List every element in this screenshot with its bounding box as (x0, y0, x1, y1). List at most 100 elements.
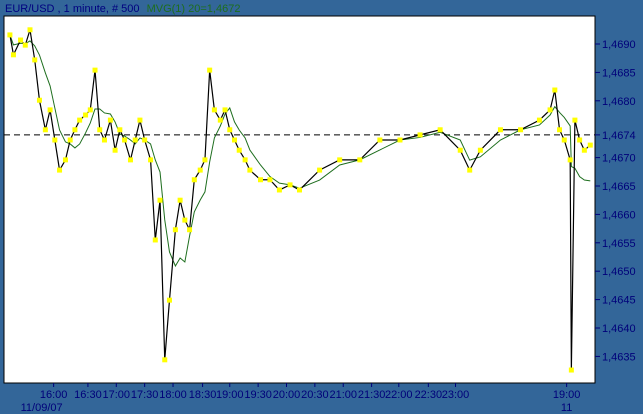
y-tick-label: 1,4645 (602, 295, 636, 307)
x-tick-label: 22:00 (385, 389, 413, 401)
price-marker (18, 37, 24, 43)
price-marker (27, 27, 33, 33)
price-marker (83, 112, 89, 118)
price-marker (437, 127, 443, 133)
price-marker (242, 157, 248, 163)
price-marker (477, 147, 483, 153)
x-tick-label: 19:00 (216, 389, 244, 401)
price-marker (222, 107, 228, 113)
price-marker (587, 142, 593, 148)
symbol-label: EUR/USD , 1 minute, # 500 (5, 3, 140, 15)
price-marker (276, 187, 282, 193)
price-marker (62, 157, 68, 163)
price-marker (137, 117, 143, 123)
price-marker (337, 157, 343, 163)
x-tick-label: 17:00 (103, 389, 131, 401)
x-tick-label: 16:30 (74, 389, 102, 401)
price-marker (561, 137, 567, 143)
price-marker (207, 67, 213, 73)
price-marker (297, 187, 302, 193)
price-marker (568, 367, 574, 373)
price-marker (166, 297, 172, 303)
x-tick-label: 16:00 (40, 389, 68, 401)
price-marker (231, 137, 237, 143)
y-tick-label: 1,4690 (602, 39, 636, 51)
price-marker (77, 117, 83, 123)
price-marker (122, 137, 128, 143)
price-marker (127, 157, 133, 163)
x-tick-label: 17:30 (131, 389, 159, 401)
moving-average-line (9, 34, 591, 268)
price-marker (397, 137, 403, 143)
price-marker (32, 57, 38, 63)
price-marker (377, 137, 383, 143)
price-marker (132, 137, 138, 143)
indicator-label: MVG(1) 20=1,4672 (146, 3, 241, 15)
price-marker (197, 167, 203, 173)
price-marker (72, 127, 78, 133)
price-marker (112, 147, 118, 153)
price-marker (227, 127, 233, 133)
price-marker (552, 87, 558, 93)
price-marker (67, 137, 73, 143)
price-marker (142, 137, 148, 143)
price-marker (187, 227, 193, 233)
y-tick-label: 1,4680 (602, 96, 636, 108)
price-marker (107, 117, 113, 123)
plot-area (3, 15, 596, 384)
price-marker (52, 137, 58, 143)
price-marker (357, 157, 363, 163)
price-marker (101, 137, 107, 143)
x-tick-label: 20:00 (273, 389, 301, 401)
y-tick-label: 1,4655 (602, 238, 636, 250)
x-tick-label: 18:30 (189, 389, 217, 401)
x-tick-label: 19:00 (553, 389, 581, 401)
y-tick-label: 1,4670 (602, 153, 636, 165)
price-marker (567, 157, 573, 163)
price-marker (191, 177, 197, 183)
price-marker (267, 177, 273, 183)
price-marker (7, 32, 13, 38)
price-marker (577, 137, 583, 143)
price-marker (236, 147, 242, 153)
price-marker (317, 167, 323, 173)
price-marker (162, 357, 168, 363)
price-marker (22, 42, 28, 48)
price-marker (10, 52, 16, 58)
x-tick-label: 23:00 (442, 389, 470, 401)
price-marker (117, 127, 123, 133)
x-tick-label: 21:00 (329, 389, 357, 401)
x-tick-label: 19:30 (244, 389, 272, 401)
x-tick-label: 20:30 (301, 389, 329, 401)
x-tick-sublabel: 11/09/07 (21, 402, 63, 414)
y-tick-label: 1,4660 (602, 209, 636, 221)
x-tick-label: 18:00 (159, 389, 187, 401)
price-marker (581, 147, 587, 153)
price-marker (177, 197, 183, 203)
y-tick-label: 1,4674 (602, 130, 636, 142)
price-marker (211, 107, 217, 113)
price-marker (57, 167, 63, 173)
x-tick-label: 21:30 (358, 389, 386, 401)
price-marker (87, 107, 93, 113)
x-tick-sublabel: 11 (561, 402, 572, 414)
y-tick-label: 1,4635 (602, 351, 636, 363)
price-marker (536, 117, 542, 123)
y-tick-label: 1,4685 (602, 67, 636, 79)
price-marker (92, 67, 98, 73)
price-marker (457, 147, 463, 153)
price-marker (152, 237, 158, 243)
price-marker (172, 227, 178, 233)
y-tick-label: 1,4640 (602, 323, 636, 335)
price-marker (97, 127, 103, 133)
price-marker (217, 117, 223, 123)
price-marker (36, 97, 42, 103)
price-marker (417, 132, 423, 138)
price-marker (202, 157, 208, 163)
chart-title: EUR/USD , 1 minute, # 500 MVG(1) 20=1,46… (5, 3, 240, 15)
x-tick-label: 22:30 (415, 389, 443, 401)
price-marker (247, 167, 253, 173)
price-marker (257, 177, 263, 183)
price-marker (547, 107, 553, 113)
